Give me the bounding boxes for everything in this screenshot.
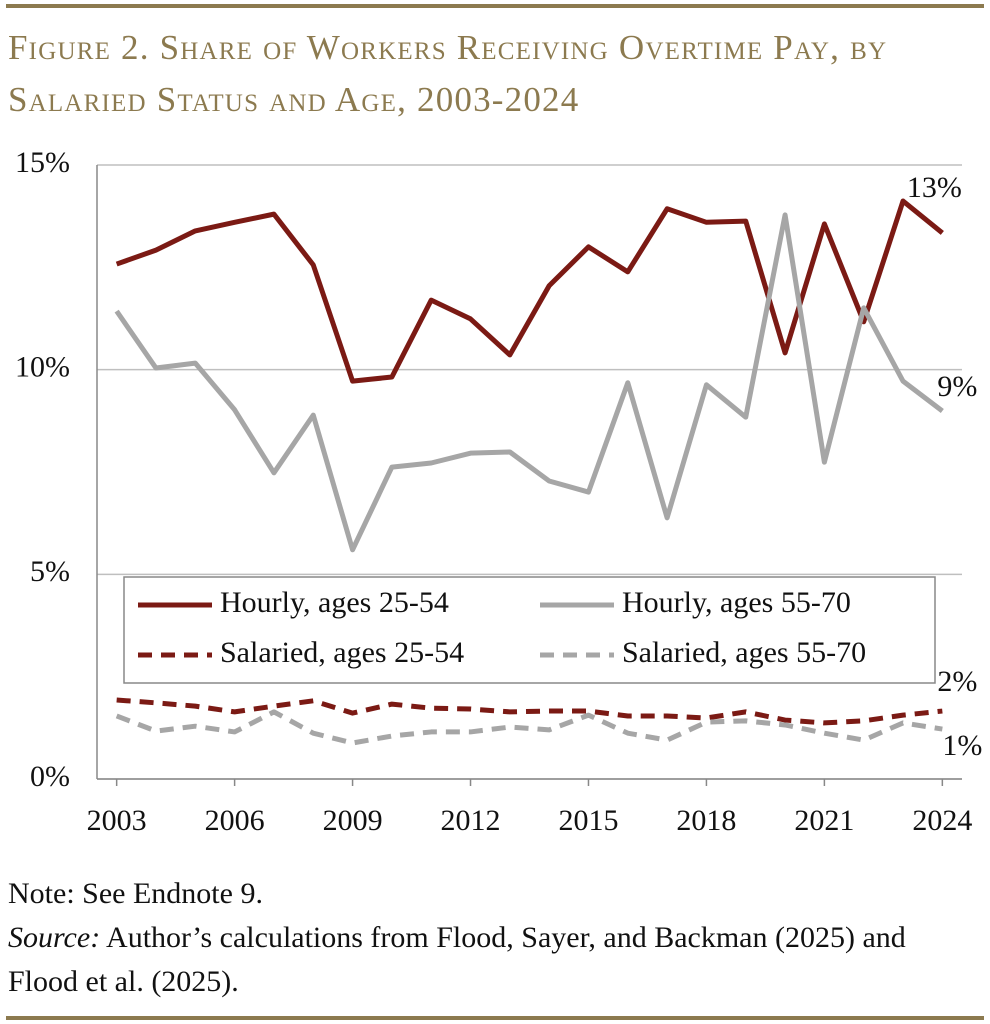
end-label: 9% — [937, 370, 977, 403]
end-label: 2% — [937, 665, 977, 698]
y-tick-label: 10% — [15, 351, 70, 384]
legend-label: Salaried, ages 55-70 — [622, 636, 866, 669]
x-tick-label: 2018 — [676, 804, 736, 837]
x-tick-label: 2006 — [205, 804, 265, 837]
end-label: 13% — [907, 171, 962, 204]
x-tick-label: 2021 — [794, 804, 854, 837]
chart: 0% 5% 10% 15% 2003 2006 2009 2012 2015 2018 2021 20… — [15, 146, 982, 837]
legend-box — [123, 576, 936, 684]
series-line — [115, 198, 944, 384]
source-text: Author’s calculations from Flood, Sayer,… — [8, 921, 906, 998]
legend-label: Hourly, ages 55-70 — [622, 586, 851, 619]
x-tick-label: 2009 — [323, 804, 383, 837]
note: Note: See Endnote 9. — [8, 877, 263, 910]
y-tick-label: 15% — [15, 146, 70, 179]
legend-label: Salaried, ages 25-54 — [220, 636, 464, 669]
legend-label: Hourly, ages 25-54 — [220, 586, 449, 619]
x-tick-label: 2015 — [558, 804, 618, 837]
x-tick-label: 2024 — [912, 804, 972, 837]
x-tick-label: 2003 — [87, 804, 147, 837]
source-label: Source: — [8, 921, 101, 954]
top-rule — [6, 4, 984, 8]
notes: Note: See Endnote 9. Source: Author’s ca… — [8, 872, 953, 1004]
y-tick-label: 5% — [30, 555, 70, 588]
series-line — [116, 697, 943, 726]
source: Source: Author’s calculations from Flood… — [8, 916, 953, 1004]
series-line — [115, 709, 943, 746]
end-label: 1% — [942, 729, 982, 762]
x-tick-label: 2012 — [441, 804, 501, 837]
chart-title: Figure 2. Share of Workers Receiving Ove… — [8, 28, 888, 119]
y-tick-label: 0% — [30, 760, 70, 793]
series-line — [114, 212, 944, 553]
bottom-rule — [6, 1016, 984, 1020]
